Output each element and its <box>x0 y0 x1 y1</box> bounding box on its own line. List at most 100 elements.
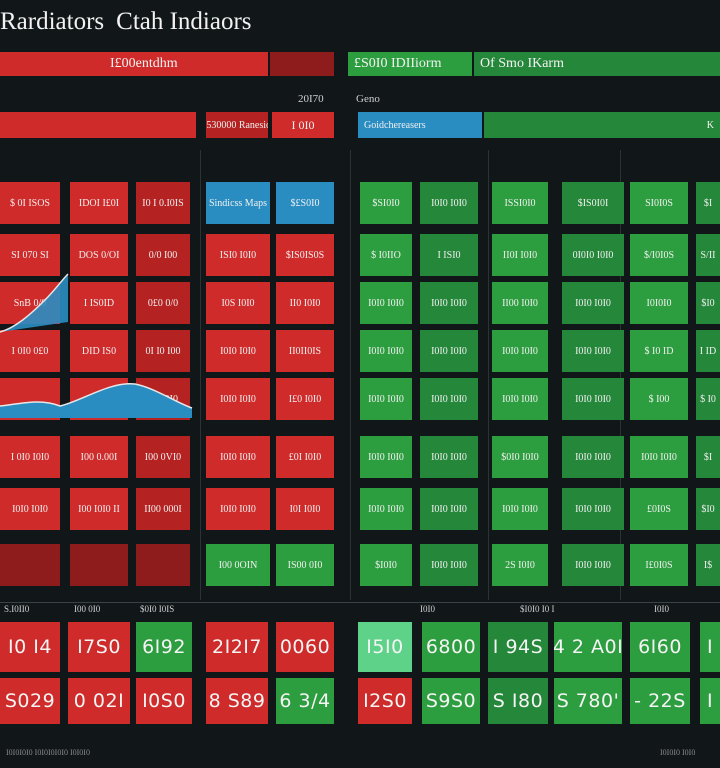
mid-grid-cell[interactable]: $£S0I0 <box>276 182 334 224</box>
red-grid-cell[interactable]: I 0I0 I0I0 <box>0 436 60 478</box>
value-tile[interactable]: I0S0 <box>136 678 192 724</box>
red-grid-cell[interactable]: DID IS0 <box>70 330 128 372</box>
green-grid-cell[interactable]: I$ <box>696 544 720 586</box>
value-tile[interactable]: S 780' <box>554 678 622 724</box>
mid-grid-cell[interactable]: $IS0IS0S <box>276 234 334 276</box>
green-grid-cell[interactable]: I£0I0S <box>630 544 688 586</box>
green-grid-cell[interactable]: $ I00 <box>630 378 688 420</box>
red-grid-cell[interactable]: SI 070 SI <box>0 234 60 276</box>
green-grid-cell[interactable]: I0I0 I0I0 <box>492 378 548 420</box>
green-grid-cell[interactable]: I0I0 I0I0 <box>420 378 478 420</box>
mid-grid-cell[interactable]: II0II0IS <box>276 330 334 372</box>
mid-grid-cell[interactable]: II0 I0I0 <box>276 282 334 324</box>
green-grid-cell[interactable]: I0I0 I0I0 <box>562 378 624 420</box>
value-tile[interactable]: 2I2I7 <box>206 622 268 672</box>
red-grid-cell[interactable]: 0I I0 I00 <box>136 330 190 372</box>
green-grid-cell[interactable]: I0I0 I0I0 <box>360 436 412 478</box>
green-grid-cell[interactable]: $SI0I0 <box>360 182 412 224</box>
green-grid-cell[interactable]: II00 I0I0 <box>492 282 548 324</box>
green-grid-cell[interactable]: 0I0I0 I0I0 <box>562 234 624 276</box>
red-grid-cell[interactable] <box>0 544 60 586</box>
red-grid-cell[interactable]: I00 0.00I <box>70 436 128 478</box>
green-grid-cell[interactable]: I0I0 I0I0 <box>420 282 478 324</box>
green-grid-cell[interactable]: I0I0 I0I0 <box>360 330 412 372</box>
value-tile[interactable]: 6 3/4 <box>276 678 334 724</box>
green-grid-cell[interactable]: I ISI0 <box>420 234 478 276</box>
green-grid-cell[interactable]: S/II <box>696 234 720 276</box>
mid-grid-cell[interactable]: Sindicss Maps <box>206 182 270 224</box>
green-grid-cell[interactable]: I0I0I0 <box>630 282 688 324</box>
green-grid-cell[interactable]: I0I0 I0I0 <box>360 488 412 530</box>
red-grid-cell[interactable] <box>136 544 190 586</box>
mid-grid-cell[interactable]: I00 0OIN <box>206 544 270 586</box>
mid-grid-cell[interactable]: £0I I0I0 <box>276 436 334 478</box>
green-grid-cell[interactable]: I0I0 I0I0 <box>562 282 624 324</box>
green-grid-cell[interactable]: $/I0I0S <box>630 234 688 276</box>
mid-grid-cell[interactable]: I0S I0I0 <box>206 282 270 324</box>
red-grid-cell[interactable]: IDOI I£0I <box>70 182 128 224</box>
value-tile[interactable]: S I80 <box>488 678 548 724</box>
green-grid-cell[interactable]: $I0 <box>696 282 720 324</box>
green-grid-cell[interactable]: I0I0 I0I0 <box>420 488 478 530</box>
mid-grid-cell[interactable]: I0I0 I0I0 <box>206 378 270 420</box>
green-grid-cell[interactable]: $I <box>696 436 720 478</box>
green-grid-cell[interactable]: $ I0 ID <box>630 330 688 372</box>
value-tile[interactable]: I 94S <box>488 622 548 672</box>
mid-grid-cell[interactable]: IS00 0I0 <box>276 544 334 586</box>
value-tile[interactable]: 4 2 A0I <box>554 622 622 672</box>
green-grid-cell[interactable]: ISSI0I0 <box>492 182 548 224</box>
value-tile[interactable]: 0060 <box>276 622 334 672</box>
value-tile[interactable]: 0 02I <box>68 678 130 724</box>
red-grid-cell[interactable]: I00 0VI0 <box>136 436 190 478</box>
red-grid-cell[interactable]: I00 I0I0 II <box>70 488 128 530</box>
value-tile[interactable]: I <box>700 678 720 724</box>
mid-grid-cell[interactable]: ISI0 I0I0 <box>206 234 270 276</box>
value-tile[interactable]: I5I0 <box>358 622 412 672</box>
green-grid-cell[interactable]: I0I0 I0I0 <box>420 182 478 224</box>
green-grid-cell[interactable]: II0I I0I0 <box>492 234 548 276</box>
value-tile[interactable]: - 22S <box>630 678 690 724</box>
red-grid-cell[interactable] <box>70 544 128 586</box>
red-grid-cell[interactable]: I IS0ID <box>70 282 128 324</box>
mid-grid-cell[interactable]: I0I0 I0I0 <box>206 330 270 372</box>
value-tile[interactable]: I <box>700 622 720 672</box>
green-grid-cell[interactable]: I0I0 I0I0 <box>492 488 548 530</box>
green-grid-cell[interactable]: SI0I0S <box>630 182 688 224</box>
green-grid-cell[interactable]: I0I0 I0I0 <box>420 436 478 478</box>
red-grid-cell[interactable]: $ 0I ISOS <box>0 182 60 224</box>
mid-grid-cell[interactable]: I0I0 I0I0 <box>206 488 270 530</box>
value-tile[interactable]: 6I92 <box>136 622 192 672</box>
value-tile[interactable]: I0 I4 <box>0 622 60 672</box>
green-grid-cell[interactable]: $I0 <box>696 488 720 530</box>
red-grid-cell[interactable]: II00 000I <box>136 488 190 530</box>
green-grid-cell[interactable]: I0I0 I0I0 <box>420 330 478 372</box>
value-tile[interactable]: 6I60 <box>630 622 690 672</box>
green-grid-cell[interactable]: I0I0 I0I0 <box>562 544 624 586</box>
red-grid-cell[interactable]: I 0I0 0£0 <box>0 330 60 372</box>
value-tile[interactable]: S9S0 <box>422 678 480 724</box>
value-tile[interactable]: 8 S89 <box>206 678 268 724</box>
red-grid-cell[interactable]: I0I0 I0I0 <box>0 488 60 530</box>
green-grid-cell[interactable]: $ I0IIO <box>360 234 412 276</box>
green-grid-cell[interactable]: I0I0 I0I0 <box>562 488 624 530</box>
value-tile[interactable]: S029 <box>0 678 60 724</box>
green-grid-cell[interactable]: I0I0 I0I0 <box>630 436 688 478</box>
green-grid-cell[interactable]: £0I0S <box>630 488 688 530</box>
green-grid-cell[interactable]: I ID <box>696 330 720 372</box>
green-grid-cell[interactable]: $I0I0 <box>360 544 412 586</box>
green-grid-cell[interactable]: $IS0I0I <box>562 182 624 224</box>
green-grid-cell[interactable]: I0I0 I0I0 <box>360 378 412 420</box>
green-grid-cell[interactable]: $0I0 I0I0 <box>492 436 548 478</box>
value-tile[interactable]: I7S0 <box>68 622 130 672</box>
green-grid-cell[interactable]: I0I0 I0I0 <box>562 436 624 478</box>
green-grid-cell[interactable]: I0I0 I0I0 <box>492 330 548 372</box>
mid-grid-cell[interactable]: I0I0 I0I0 <box>206 436 270 478</box>
value-tile[interactable]: I2S0 <box>358 678 412 724</box>
green-grid-cell[interactable]: I0I0 I0I0 <box>562 330 624 372</box>
red-grid-cell[interactable]: 0£0 0/0 <box>136 282 190 324</box>
mid-grid-cell[interactable]: I0I I0I0 <box>276 488 334 530</box>
green-grid-cell[interactable]: $ I0 <box>696 378 720 420</box>
mid-grid-cell[interactable]: I£0 I0I0 <box>276 378 334 420</box>
green-grid-cell[interactable]: $I <box>696 182 720 224</box>
red-grid-cell[interactable]: 0/0 I00 <box>136 234 190 276</box>
